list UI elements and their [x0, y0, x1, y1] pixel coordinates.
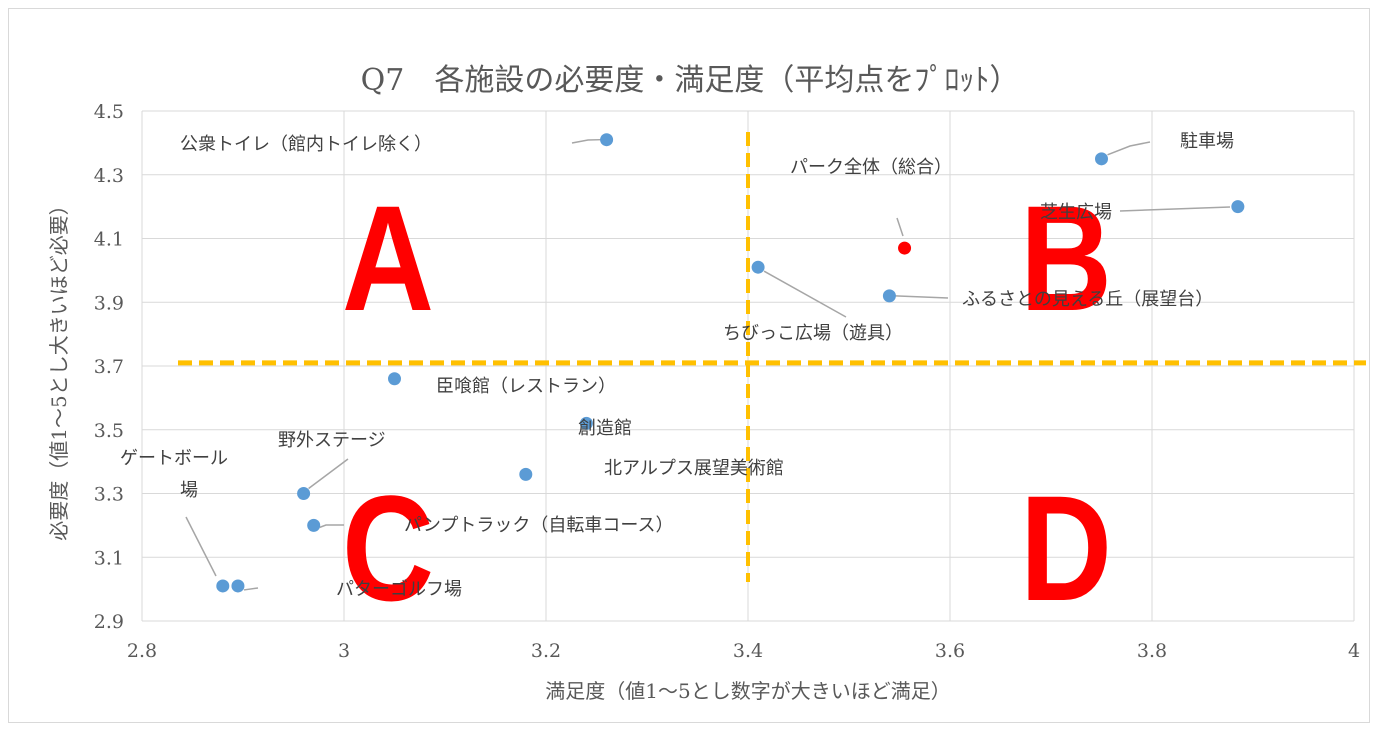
- point-label-line2: 場: [180, 480, 198, 501]
- y-tick-label: 3.3: [94, 484, 124, 506]
- data-point: [882, 289, 896, 303]
- data-point: [1231, 200, 1245, 214]
- data-point: [388, 372, 401, 386]
- point-label: パーク全体（総合）: [790, 157, 952, 178]
- y-tick-label: 4.5: [94, 101, 124, 123]
- leader-line: [895, 295, 949, 299]
- quadrant-letters: A B C D: [342, 175, 1112, 632]
- quadrant-letter-d: D: [1020, 465, 1112, 632]
- y-tick-label: 4.1: [94, 229, 124, 251]
- chart-title: Q7 各施設の必要度・満足度（平均点をﾌﾟﾛｯﾄ）: [361, 63, 1020, 98]
- data-point: [579, 416, 593, 430]
- data-point: [297, 487, 311, 500]
- threshold-lines: [178, 132, 1366, 582]
- leader-line: [1119, 206, 1231, 212]
- quadrant-letter-b: B: [1020, 175, 1112, 342]
- x-tick-label: 3.6: [935, 640, 965, 662]
- leader-line: [571, 138, 601, 144]
- x-tick-label: 4: [1348, 640, 1360, 662]
- y-tick-labels: 2.9 3.1 3.3 3.5 3.7 3.9 4.1 4.3 4.5: [94, 101, 124, 633]
- x-tick-label: 3.4: [733, 640, 763, 662]
- point-label: 駐車場: [1180, 131, 1234, 152]
- point-label: ちびっこ広場（遊具）: [723, 323, 903, 344]
- x-axis-title: 満足度（値1〜5とし数字が大きいほど満足）: [545, 679, 950, 703]
- point-label: パターゴルフ場: [336, 579, 462, 600]
- y-axis-title: 必要度（値1〜5とし大きいほど必要）: [47, 195, 71, 540]
- data-point: [307, 518, 321, 532]
- quadrant-letter-a: A: [342, 175, 434, 342]
- y-tick-label: 3.9: [94, 292, 124, 314]
- leader-line: [243, 587, 259, 591]
- point-label: 野外ステージ: [278, 430, 386, 451]
- x-tick-label: 2.8: [127, 640, 157, 662]
- point-label: 創造館: [578, 418, 632, 439]
- point-label: 芝生広場: [1040, 202, 1112, 223]
- leader-line: [1107, 141, 1151, 156]
- y-tick-label: 4.3: [94, 165, 124, 187]
- x-tick-label: 3.2: [531, 640, 561, 662]
- leader-line: [896, 217, 904, 237]
- leader-lines: [185, 138, 1231, 591]
- y-tick-label: 3.7: [94, 356, 124, 378]
- y-tick-label: 3.1: [94, 547, 124, 569]
- y-tick-label: 2.9: [94, 611, 124, 633]
- leader-line: [308, 458, 349, 490]
- point-label: 北アルプス展望美術館: [604, 458, 784, 479]
- y-tick-label: 3.5: [94, 420, 124, 442]
- leader-line: [319, 524, 344, 529]
- data-points: [216, 133, 1245, 593]
- point-label: 公衆トイレ（館内トイレ除く）: [180, 134, 432, 155]
- data-point: [600, 133, 614, 147]
- leader-line: [185, 516, 217, 577]
- data-point: [519, 467, 533, 481]
- point-label: ゲートボール: [120, 448, 228, 469]
- point-label: パンプトラック（自転車コース）: [404, 515, 673, 536]
- data-point: [751, 260, 765, 274]
- quadrant-letter-c: C: [342, 465, 434, 632]
- data-point: [1095, 152, 1108, 166]
- point-label: ふるさとの見える丘（展望台）: [962, 289, 1213, 310]
- point-label: 臣喰館（レストラン）: [436, 376, 616, 397]
- x-tick-label: 3.8: [1137, 640, 1167, 662]
- x-tick-labels: 2.8 3 3.2 3.4 3.6 3.8 4: [127, 640, 1360, 662]
- data-point: [231, 579, 245, 593]
- x-tick-label: 3: [338, 640, 350, 662]
- leader-line: [763, 270, 847, 318]
- data-point: [898, 241, 912, 255]
- data-point: [216, 579, 230, 593]
